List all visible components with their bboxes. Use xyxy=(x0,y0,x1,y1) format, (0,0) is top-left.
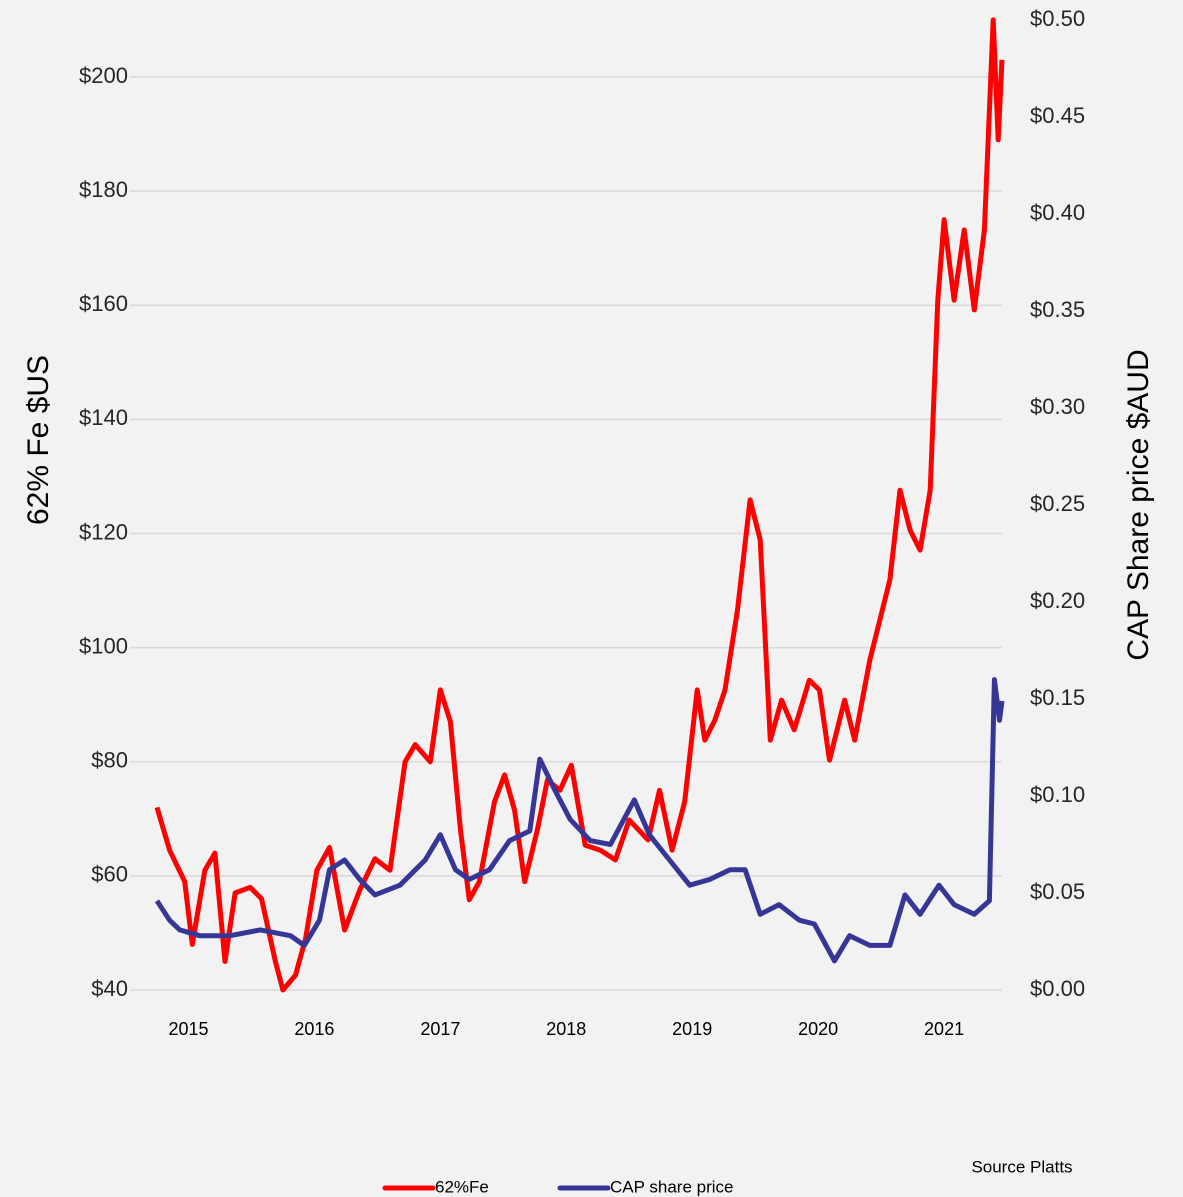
y-tick-label: $40 xyxy=(91,976,128,1001)
series-line xyxy=(154,17,1005,993)
legend-label: CAP share price xyxy=(610,1177,733,1196)
y2-tick-label: $0.20 xyxy=(1030,588,1085,613)
y-axis-title: 62% Fe $US xyxy=(22,355,55,525)
y2-tick-label: $0.30 xyxy=(1030,394,1085,419)
x-tick-label: 2016 xyxy=(294,1019,334,1039)
x-tick-label: 2021 xyxy=(924,1019,964,1039)
x-tick-label: 2015 xyxy=(168,1019,208,1039)
y2-tick-label: $0.15 xyxy=(1030,685,1085,710)
y2-tick-label: $0.35 xyxy=(1030,297,1085,322)
y-tick-label: $160 xyxy=(79,291,128,316)
y-tick-label: $100 xyxy=(79,633,128,658)
series-line xyxy=(154,677,1005,964)
y2-tick-label: $0.10 xyxy=(1030,782,1085,807)
y2-axis-title: CAP Share price $AUD xyxy=(1122,349,1155,660)
y2-tick-label: $0.45 xyxy=(1030,103,1085,128)
y2-tick-label: $0.05 xyxy=(1030,879,1085,904)
y2-tick-label: $0.00 xyxy=(1030,976,1085,1001)
x-tick-label: 2018 xyxy=(546,1019,586,1039)
source-note: Source Platts xyxy=(971,1157,1072,1176)
y2-tick-label: $0.25 xyxy=(1030,491,1085,516)
y-tick-label: $140 xyxy=(79,405,128,430)
x-tick-label: 2020 xyxy=(798,1019,838,1039)
x-tick-label: 2019 xyxy=(672,1019,712,1039)
y2-tick-label: $0.50 xyxy=(1030,6,1085,31)
y-tick-label: $80 xyxy=(91,748,128,773)
y-tick-label: $120 xyxy=(79,519,128,544)
y-tick-label: $200 xyxy=(79,63,128,88)
x-tick-label: 2017 xyxy=(420,1019,460,1039)
y2-tick-label: $0.40 xyxy=(1030,200,1085,225)
y-tick-label: $60 xyxy=(91,862,128,887)
y-tick-label: $180 xyxy=(79,177,128,202)
legend-label: 62%Fe xyxy=(435,1177,489,1196)
